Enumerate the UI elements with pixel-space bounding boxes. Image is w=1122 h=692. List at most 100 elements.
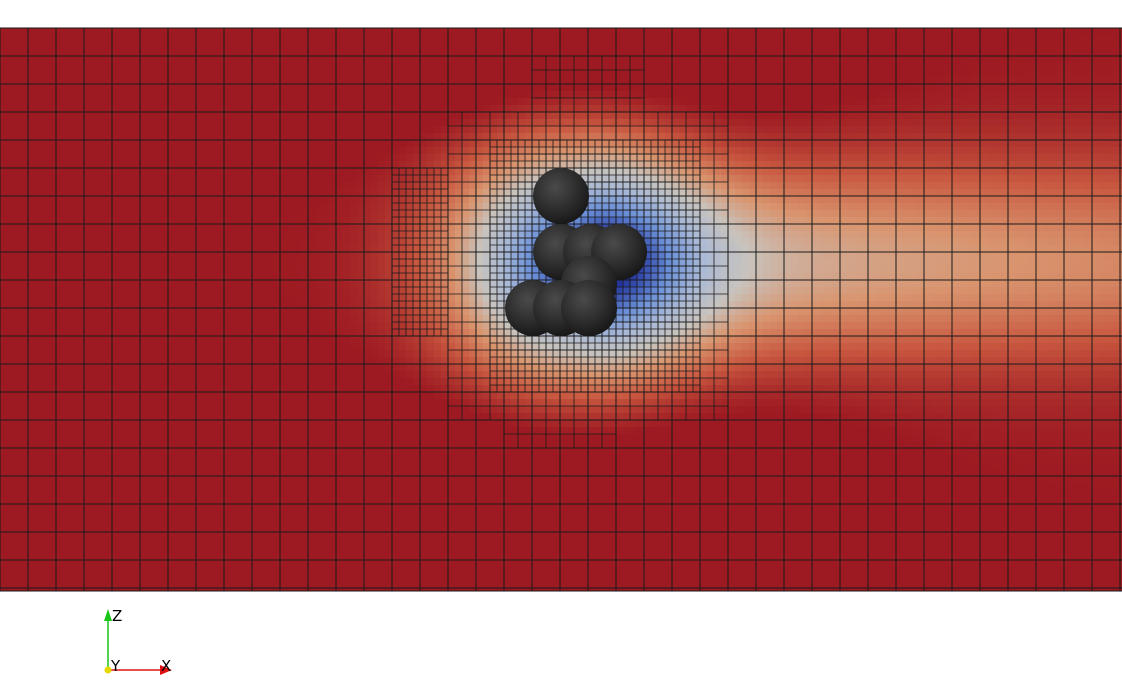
field-tile [287, 42, 295, 50]
field-tile [819, 49, 827, 57]
field-tile [546, 70, 554, 78]
field-tile [840, 42, 848, 50]
field-tile [574, 70, 582, 78]
field-tile [812, 63, 820, 71]
field-tile [791, 35, 799, 43]
field-tile [798, 35, 806, 43]
field-tile [777, 42, 785, 50]
field-tile [945, 49, 953, 57]
field-tile [896, 42, 904, 50]
field-tile [742, 70, 750, 78]
field-tile [784, 35, 792, 43]
field-tile [868, 42, 876, 50]
field-tile [196, 56, 204, 64]
field-tile [161, 42, 169, 50]
field-tile [371, 28, 379, 36]
field-tile [182, 35, 190, 43]
field-tile [714, 56, 722, 64]
field-tile [882, 70, 890, 78]
field-tile [1036, 28, 1044, 36]
field-tile [196, 35, 204, 43]
field-tile [840, 35, 848, 43]
field-tile [273, 56, 281, 64]
field-tile [294, 49, 302, 57]
field-tile [35, 28, 43, 36]
field-tile [266, 42, 274, 50]
field-tile [700, 35, 708, 43]
field-tile [217, 63, 225, 71]
field-tile [728, 63, 736, 71]
field-tile [616, 56, 624, 64]
field-tile [259, 42, 267, 50]
field-tile [875, 63, 883, 71]
field-tile [266, 70, 274, 78]
field-tile [392, 70, 400, 78]
field-tile [819, 35, 827, 43]
field-tile [322, 56, 330, 64]
field-tile [910, 42, 918, 50]
field-tile [889, 28, 897, 36]
field-tile [644, 49, 652, 57]
field-tile [413, 28, 421, 36]
field-tile [1099, 63, 1107, 71]
field-tile [728, 35, 736, 43]
field-tile [637, 42, 645, 50]
field-tile [693, 35, 701, 43]
field-tile [203, 63, 211, 71]
field-tile [259, 35, 267, 43]
field-tile [595, 35, 603, 43]
field-tile [966, 35, 974, 43]
field-tile [924, 63, 932, 71]
field-tile [980, 56, 988, 64]
field-tile [938, 63, 946, 71]
field-tile [21, 63, 29, 71]
field-tile [651, 35, 659, 43]
field-tile [903, 63, 911, 71]
field-tile [798, 49, 806, 57]
field-tile [812, 56, 820, 64]
field-tile [329, 35, 337, 43]
field-tile [980, 28, 988, 36]
field-tile [105, 28, 113, 36]
field-tile [581, 35, 589, 43]
field-tile [406, 70, 414, 78]
field-tile [609, 28, 617, 36]
field-tile [588, 35, 596, 43]
field-tile [861, 70, 869, 78]
field-tile [350, 42, 358, 50]
field-tile [490, 56, 498, 64]
field-tile [378, 70, 386, 78]
field-tile [700, 56, 708, 64]
field-tile [294, 70, 302, 78]
field-tile [231, 35, 239, 43]
field-tile [525, 56, 533, 64]
field-tile [854, 56, 862, 64]
field-tile [91, 28, 99, 36]
field-tile [98, 56, 106, 64]
field-tile [616, 70, 624, 78]
field-tile [119, 42, 127, 50]
field-tile [91, 70, 99, 78]
field-tile [532, 42, 540, 50]
field-tile [777, 28, 785, 36]
field-tile [420, 42, 428, 50]
field-tile [252, 63, 260, 71]
field-tile [987, 56, 995, 64]
field-tile [826, 42, 834, 50]
field-tile [511, 63, 519, 71]
field-tile [938, 28, 946, 36]
field-tile [329, 42, 337, 50]
field-tile [1085, 42, 1093, 50]
field-tile [189, 49, 197, 57]
field-tile [763, 28, 771, 36]
field-tile [1008, 49, 1016, 57]
field-tile [987, 28, 995, 36]
field-tile [224, 28, 232, 36]
field-tile [399, 35, 407, 43]
field-tile [1106, 56, 1114, 64]
field-tile [665, 56, 673, 64]
field-tile [693, 49, 701, 57]
field-tile [1015, 56, 1023, 64]
field-tile [112, 70, 120, 78]
